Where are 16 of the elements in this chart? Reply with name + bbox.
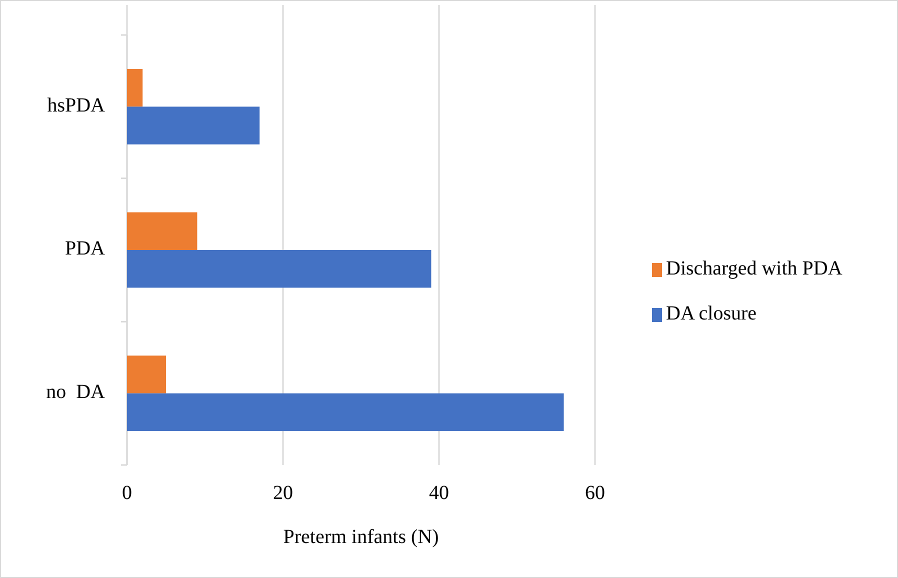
bar — [127, 68, 143, 107]
legend-label: Discharged with PDA — [666, 258, 843, 280]
bar — [127, 393, 564, 432]
x-tick-label: 20 — [273, 482, 293, 504]
bar — [127, 250, 432, 288]
y-tick-label: hsPDA — [47, 94, 106, 116]
bar — [127, 356, 166, 394]
x-tick-label: 40 — [429, 482, 449, 504]
y-tick-label: PDA — [64, 238, 106, 260]
legend-label: DA closure — [666, 302, 757, 325]
bar — [127, 212, 198, 250]
bar — [127, 106, 260, 144]
y-tick-label: no DA — [46, 380, 106, 403]
x-tick-label: 0 — [122, 482, 132, 504]
x-axis-title: Preterm infants (N) — [283, 526, 439, 548]
x-tick-label: 60 — [585, 482, 605, 504]
